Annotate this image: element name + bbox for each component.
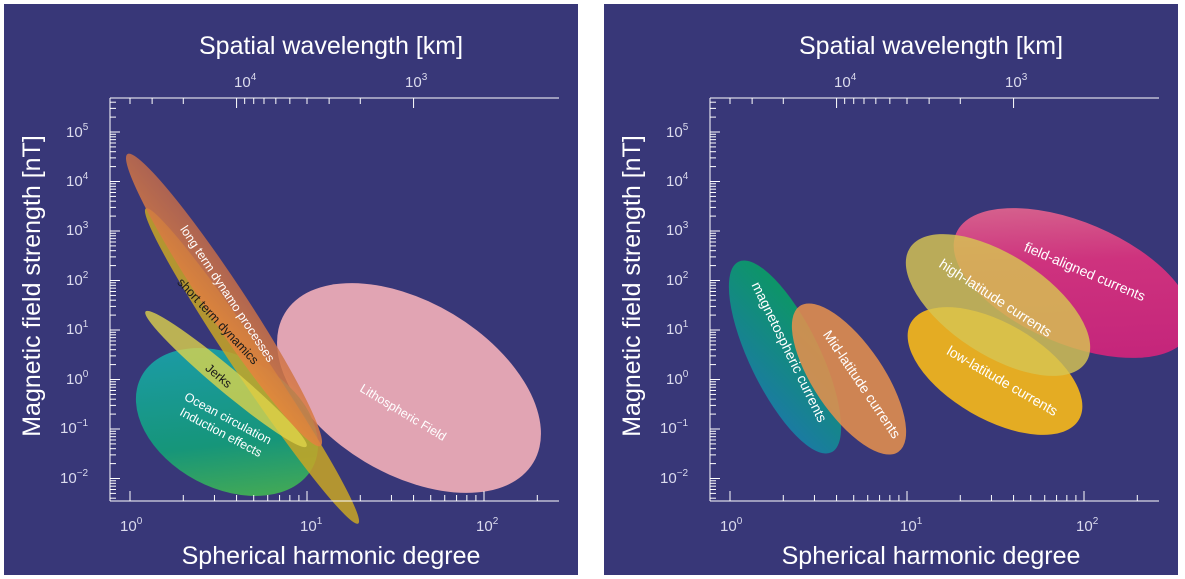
region-magnetospheric-currents [728, 260, 842, 454]
left-tick-1e0: 100 [666, 369, 689, 388]
region-lithospheric-field [277, 283, 541, 493]
left-tick-1em1: 10−1 [660, 418, 689, 437]
region-long-term-dynamo [125, 153, 323, 447]
top-axis-title: Spatial wavelength [km] [199, 32, 463, 60]
diagram-right: magnetospheric currents Mid-latitude cur… [618, 32, 1178, 570]
bottom-tick-1e0: 100 [720, 516, 743, 535]
region-high-latitude-currents [905, 234, 1091, 376]
bottom-axis-title: Spherical harmonic degree [782, 542, 1081, 570]
left-axis-title: Magnetic field strength [nT] [18, 135, 46, 437]
top-tick-1e4: 104 [834, 72, 857, 91]
left-tick-1e4: 104 [66, 171, 89, 190]
left-tick-1e3: 103 [666, 220, 689, 239]
left-tick-1em2: 10−2 [60, 468, 89, 487]
bottom-tick-1e2: 102 [1076, 516, 1099, 535]
region-mid-latitude-currents [791, 303, 907, 455]
panel-external-currents: magnetospheric currents Mid-latitude cur… [604, 4, 1178, 575]
left-tick-1e4: 104 [666, 171, 689, 190]
left-tick-1e0: 100 [66, 369, 89, 388]
axes-frame [109, 97, 559, 502]
top-tick-1e3: 103 [405, 72, 428, 91]
left-axis-title: Magnetic field strength [nT] [618, 135, 646, 437]
bottom-tick-1e2: 102 [476, 516, 499, 535]
left-tick-1e2: 102 [666, 270, 689, 289]
bottom-tick-1e0: 100 [120, 516, 143, 535]
region-low-latitude-currents [907, 307, 1083, 435]
left-tick-1e1: 101 [666, 319, 689, 338]
top-tick-1e4: 104 [234, 72, 257, 91]
bottom-axis-title: Spherical harmonic degree [182, 542, 481, 570]
left-tick-1e1: 101 [66, 319, 89, 338]
left-tick-1em1: 10−1 [60, 418, 89, 437]
bottom-tick-1e1: 101 [300, 516, 323, 535]
left-tick-1e5: 105 [666, 122, 689, 141]
left-tick-1em2: 10−2 [660, 468, 689, 487]
left-tick-1e3: 103 [66, 220, 89, 239]
left-tick-1e2: 102 [66, 270, 89, 289]
bottom-tick-1e1: 101 [900, 516, 923, 535]
panel-geomagnetic-sources: long term dynamo processes short term dy… [4, 4, 578, 575]
diagram-left: long term dynamo processes short term dy… [18, 32, 559, 570]
axes-frame [709, 97, 1159, 502]
region-jerks [145, 310, 307, 448]
top-axis-title: Spatial wavelength [km] [799, 32, 1063, 60]
top-tick-1e3: 103 [1005, 72, 1028, 91]
left-tick-1e5: 105 [66, 122, 89, 141]
